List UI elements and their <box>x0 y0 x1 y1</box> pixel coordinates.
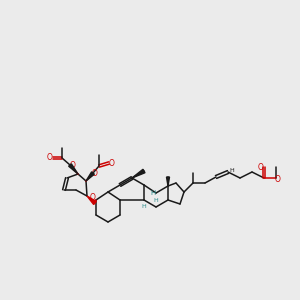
Text: O: O <box>90 194 96 202</box>
Text: O: O <box>258 164 264 172</box>
Polygon shape <box>86 172 94 181</box>
Text: H: H <box>150 190 156 196</box>
Text: H: H <box>154 197 158 202</box>
Text: H: H <box>230 169 234 173</box>
Text: O: O <box>92 169 98 178</box>
Polygon shape <box>167 177 170 186</box>
Text: O: O <box>47 154 53 163</box>
Polygon shape <box>69 164 78 174</box>
Polygon shape <box>87 196 96 205</box>
Text: O: O <box>275 176 281 184</box>
Text: H: H <box>142 205 146 209</box>
Text: O: O <box>109 158 115 167</box>
Polygon shape <box>132 169 145 178</box>
Text: O: O <box>70 161 76 170</box>
